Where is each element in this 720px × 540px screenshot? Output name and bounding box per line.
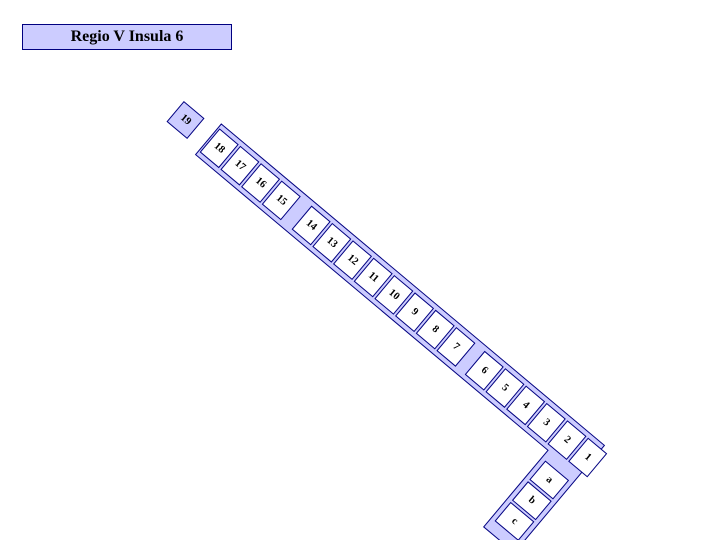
cell-19[interactable]: 19 (167, 102, 204, 139)
insula-plan: 181716151413121110987654321abc19 (0, 0, 720, 540)
